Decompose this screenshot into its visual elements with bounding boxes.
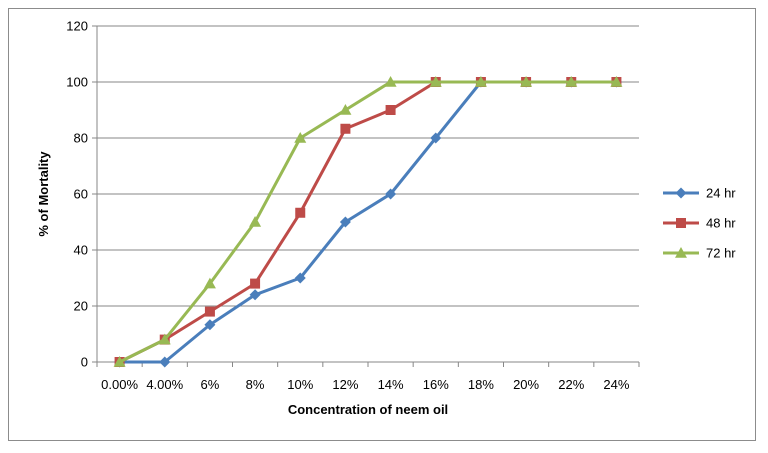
x-tick-label: 6%: [201, 377, 220, 392]
x-tick-label: 8%: [246, 377, 265, 392]
data-point: [249, 216, 262, 227]
data-point: [113, 356, 126, 367]
data-point: [204, 306, 215, 317]
series-48-hr: [114, 77, 622, 367]
x-tick-label: 24%: [603, 377, 629, 392]
y-tick-label: 40: [74, 243, 88, 258]
data-point: [339, 104, 352, 115]
x-tick-label: 16%: [423, 377, 449, 392]
legend-entry: 24 hr: [663, 186, 736, 201]
x-tick-label: 20%: [513, 377, 539, 392]
data-point: [204, 319, 216, 331]
legend-marker: [675, 247, 687, 258]
x-axis-title: Concentration of neem oil: [288, 402, 448, 417]
y-tick-label: 60: [74, 187, 88, 202]
data-point: [385, 105, 396, 115]
x-tick-label: 12%: [332, 377, 358, 392]
data-point: [430, 132, 442, 144]
y-axis-title: % of Mortality: [36, 151, 51, 237]
data-point: [249, 289, 261, 301]
legend-marker: [675, 187, 687, 199]
x-tick-label: 10%: [287, 377, 313, 392]
gridlines: [97, 25, 639, 307]
x-tick-label: 4.00%: [146, 377, 183, 392]
legend-entry: 48 hr: [663, 216, 736, 231]
tick-labels: 0 20 40 60 80 100 120 0.00% 4.00% 6% 8% 10% 12% 14% 16…: [66, 19, 630, 393]
legend-marker: [676, 218, 686, 228]
series-72-hr: [113, 76, 623, 367]
x-tick-label: 0.00%: [101, 377, 138, 392]
legend-label: 24 hr: [706, 186, 736, 201]
x-tick-label: 22%: [558, 377, 584, 392]
data-point: [339, 216, 351, 228]
y-tick-label: 20: [74, 299, 88, 314]
chart-frame: [8, 8, 756, 441]
y-tick-label: 0: [81, 355, 88, 370]
data-point: [295, 207, 306, 218]
data-point: [520, 76, 533, 87]
legend-label: 72 hr: [706, 246, 736, 261]
series-line: [118, 80, 617, 364]
y-tick-label: 80: [74, 131, 88, 146]
data-point: [385, 188, 397, 200]
series-line: [118, 80, 617, 364]
y-tick-label: 120: [66, 19, 88, 34]
x-tick-label: 14%: [378, 377, 404, 392]
legend-entry: 72 hr: [663, 246, 736, 261]
data-point: [610, 76, 623, 87]
data-point: [384, 76, 397, 87]
data-point: [159, 356, 171, 368]
series-lines: [113, 76, 623, 368]
data-point: [474, 76, 487, 87]
data-point: [294, 132, 307, 143]
legend: 24 hr 48 hr 72 hr: [663, 186, 736, 261]
data-point: [294, 272, 306, 284]
data-point: [340, 123, 351, 134]
data-point: [250, 278, 261, 289]
x-tick-label: 18%: [468, 377, 494, 392]
data-point: [429, 76, 442, 87]
y-tick-label: 100: [66, 75, 88, 90]
data-point: [158, 333, 171, 345]
legend-label: 48 hr: [706, 216, 736, 231]
data-point: [565, 76, 578, 87]
data-point: [203, 277, 216, 289]
axes: [92, 25, 640, 367]
